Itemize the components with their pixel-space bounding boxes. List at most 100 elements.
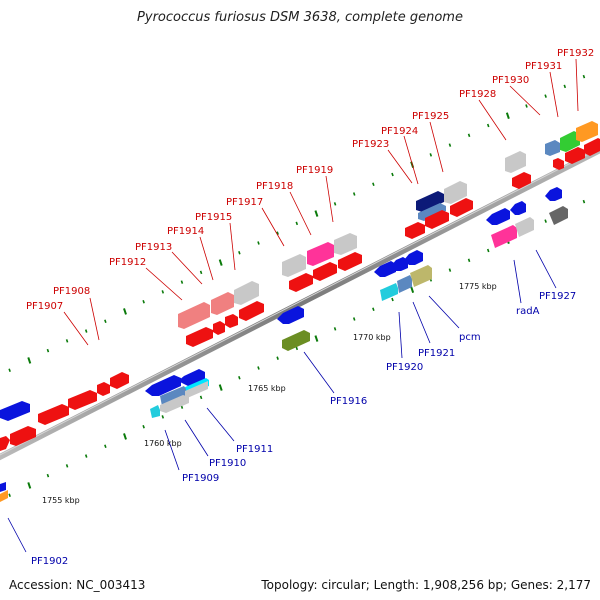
gene-arrow[interactable]	[239, 301, 264, 321]
ruler-tick	[199, 395, 203, 400]
gene-label-pf1930[interactable]: PF1930	[492, 75, 529, 86]
gene-label-pf1919[interactable]: PF1919	[296, 165, 333, 176]
gene-arrow[interactable]	[416, 191, 444, 212]
gene-arrow[interactable]	[334, 233, 357, 255]
leader-line	[575, 58, 579, 112]
gene-arrow[interactable]	[234, 281, 259, 305]
gene-arrow[interactable]	[277, 306, 304, 324]
leader-line	[261, 207, 285, 247]
gene-arrow[interactable]	[584, 138, 600, 156]
gene-label-pcm[interactable]: pcm	[459, 332, 481, 343]
gene-arrow[interactable]	[380, 283, 398, 301]
gene-arrow[interactable]	[282, 330, 310, 351]
gene-label-pf1913[interactable]: PF1913	[135, 242, 172, 253]
gene-arrow[interactable]	[110, 372, 129, 389]
gene-arrow[interactable]	[425, 210, 449, 229]
gene-label-pf1932[interactable]: PF1932	[557, 48, 594, 59]
gene-arrow[interactable]	[150, 405, 160, 418]
gene-label-pf1909[interactable]: PF1909	[182, 473, 219, 484]
gene-arrow[interactable]	[68, 390, 97, 410]
gene-label-pf1921[interactable]: PF1921	[418, 348, 455, 359]
gene-arrow[interactable]	[213, 321, 225, 335]
leader-line	[229, 222, 236, 271]
ruler-tick	[84, 454, 88, 458]
gene-arrow[interactable]	[38, 404, 69, 425]
gene-arrow[interactable]	[565, 147, 585, 164]
gene-arrow[interactable]	[560, 131, 580, 152]
gene-arrow[interactable]	[510, 201, 526, 215]
gene-arrow[interactable]	[0, 490, 8, 502]
gene-label-pf1912[interactable]: PF1912	[109, 257, 146, 268]
gene-arrow[interactable]	[486, 208, 510, 225]
gene-arrow[interactable]	[545, 140, 560, 156]
gene-arrow[interactable]	[97, 382, 110, 396]
gene-arrow[interactable]	[10, 426, 36, 446]
gene-arrow[interactable]	[545, 187, 562, 201]
gene-label-pf1916[interactable]: PF1916	[330, 396, 367, 407]
ruler-tick	[142, 424, 145, 429]
gene-labels: PF1907 PF1908 PF1912 PF1913 PF1914 PF191…	[26, 48, 594, 567]
gene-arrow[interactable]	[410, 265, 432, 287]
ruler-tick	[429, 153, 433, 157]
ruler-tick	[27, 357, 32, 364]
gene-arrow[interactable]	[0, 482, 6, 492]
leader-lines	[7, 58, 579, 553]
gene-label-pf1902[interactable]: PF1902	[31, 556, 68, 567]
gene-arrow[interactable]	[512, 172, 531, 189]
gene-arrow[interactable]	[160, 395, 189, 413]
gene-label-pf1931[interactable]: PF1931	[525, 61, 562, 72]
gene-arrow[interactable]	[313, 262, 337, 281]
gene-label-pf1914[interactable]: PF1914	[167, 226, 204, 237]
gene-arrow[interactable]	[515, 217, 534, 237]
gene-label-rada[interactable]: radA	[516, 306, 540, 317]
gene-arrow[interactable]	[289, 273, 313, 292]
gene-arrow[interactable]	[178, 302, 210, 329]
gene-label-pf1924[interactable]: PF1924	[381, 126, 418, 137]
gene-arrow[interactable]	[0, 436, 10, 451]
gene-arrow[interactable]	[160, 386, 186, 406]
gene-label-pf1928[interactable]: PF1928	[459, 89, 496, 100]
gene-arrow[interactable]	[186, 327, 213, 347]
ruler-tick	[84, 329, 88, 333]
gene-label-pf1918[interactable]: PF1918	[256, 181, 293, 192]
gene-arrow[interactable]	[0, 401, 30, 421]
ruler-tick	[486, 123, 490, 128]
ruler-tick	[467, 258, 471, 263]
ruler-tick	[199, 270, 203, 275]
gene-arrow[interactable]	[491, 225, 517, 248]
gene-label-pf1927[interactable]: PF1927	[539, 291, 576, 302]
gene-label-pf1910[interactable]: PF1910	[209, 458, 246, 469]
gene-arrow[interactable]	[553, 158, 564, 170]
gene-arrow[interactable]	[397, 275, 412, 293]
gene-label-pf1920[interactable]: PF1920	[386, 362, 423, 373]
gene-arrow[interactable]	[404, 250, 423, 265]
gene-arrow[interactable]	[145, 375, 181, 396]
gene-arrow[interactable]	[391, 257, 408, 271]
ruler-tick	[27, 482, 32, 489]
gene-label-pf1907[interactable]: PF1907	[26, 301, 63, 312]
gene-label-pf1925[interactable]: PF1925	[412, 111, 449, 122]
gene-label-pf1911[interactable]: PF1911	[236, 444, 273, 455]
gene-arrow[interactable]	[444, 181, 467, 204]
gene-arrow[interactable]	[307, 242, 334, 266]
gene-arrow[interactable]	[185, 381, 208, 399]
leader-line	[199, 236, 214, 281]
gene-arrow[interactable]	[418, 203, 446, 221]
gene-arrow[interactable]	[338, 252, 362, 271]
gene-label-pf1915[interactable]: PF1915	[195, 212, 232, 223]
gene-label-pf1923[interactable]: PF1923	[352, 139, 389, 150]
gene-arrow[interactable]	[576, 121, 598, 142]
gene-arrow[interactable]	[505, 151, 526, 173]
gene-label-pf1908[interactable]: PF1908	[53, 286, 90, 297]
gene-arrow[interactable]	[405, 222, 425, 239]
gene-label-pf1917[interactable]: PF1917	[226, 197, 263, 208]
genome-summary-text: Topology: circular; Length: 1,908,256 bp…	[261, 578, 591, 592]
gene-arrow[interactable]	[549, 206, 568, 225]
gene-arrow[interactable]	[225, 314, 238, 328]
gene-arrow[interactable]	[211, 292, 234, 315]
gene-arrow[interactable]	[374, 261, 396, 277]
gene-arrow[interactable]	[450, 198, 473, 217]
ruler-tick	[295, 221, 299, 226]
gene-arrow[interactable]	[282, 254, 306, 277]
leader-line	[429, 121, 444, 173]
